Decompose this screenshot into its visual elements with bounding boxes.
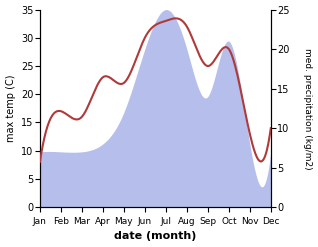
- X-axis label: date (month): date (month): [114, 231, 197, 242]
- Y-axis label: max temp (C): max temp (C): [5, 75, 16, 142]
- Y-axis label: med. precipitation (kg/m2): med. precipitation (kg/m2): [303, 48, 313, 169]
